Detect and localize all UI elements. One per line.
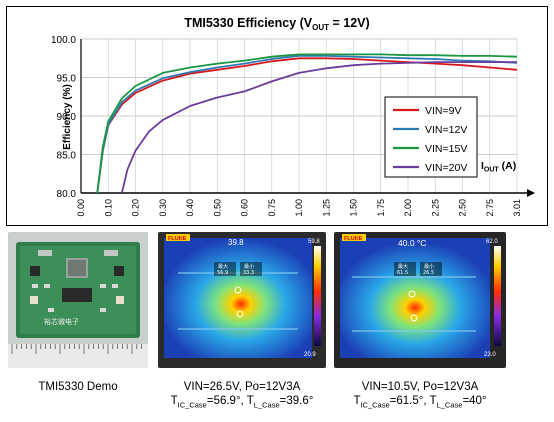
thermal-2-brand: FLUKE (344, 236, 363, 242)
y-tick-label: 95.0 (57, 74, 77, 85)
y-tick-label: 80.0 (57, 189, 77, 200)
efficiency-chart-svg: TMI5330 Efficiency (VOUT = 12V) Efficien… (51, 16, 535, 217)
caption-thermal-1-line1: VIN=26.5V, Po=12V3A (183, 381, 301, 393)
thermal-1-max-label: 最大 (218, 263, 228, 270)
thermal-1-max-value: 56.9 (217, 270, 228, 276)
caption-thermal-2-line2: TIC_Case=61.5°, TL_Case=40° (353, 395, 487, 410)
caption-demo: TMI5330 Demo (8, 380, 148, 394)
x-axis-label: IOUT (A) (481, 160, 516, 174)
thermal-2-min-value: 26.5 (423, 270, 434, 276)
y-tick-label: 90.0 (57, 112, 77, 123)
x-tick-label: 3.01 (512, 199, 522, 217)
series-line-1 (96, 57, 517, 193)
efficiency-chart: TMI5330 Efficiency (VOUT = 12V) Efficien… (6, 6, 548, 226)
legend-label: VIN=9V (425, 105, 461, 117)
x-tick-label: 0.10 (103, 199, 113, 217)
x-tick-label: 2.00 (403, 199, 413, 217)
caption-thermal-1-line2: TIC_Case=56.9°, TL_Case=39.6° (170, 395, 314, 410)
y-tick-label: 100.0 (51, 35, 76, 46)
thermal-2-max-value: 61.5 (397, 270, 408, 276)
axes: 80.0 85.0 90.0 95.0 100.0 0.00 0.10 0.20 0.30 0.4… (51, 35, 535, 217)
caption-thermal-2: VIN=10.5V, Po=12V3A TIC_Case=61.5°, TL_C… (334, 380, 506, 412)
x-tick-label: 0.40 (185, 199, 195, 217)
thermal-2-scale-low: 23.0 (484, 352, 496, 358)
x-tick-label: 0.30 (158, 199, 168, 217)
demo-board-brand: 裕芯微电子 (44, 317, 79, 326)
x-tick-label: 1.50 (349, 199, 359, 217)
thermal-2-max-label: 最大 (398, 263, 408, 270)
x-tick-label: 0.00 (76, 199, 86, 217)
thermal-image-1-illustration: FLUKE 39.8 59.8 20.9 最大 56.9 最小 33.3 (164, 234, 321, 358)
demo-board-illustration: 裕芯微电子 (8, 232, 148, 368)
thermal-image-2-illustration: FLUKE 40.0 °C 62.0 23.0 最大 61.5 最小 26.5 (340, 234, 501, 358)
y-axis-label: Efficiency (%) (62, 84, 73, 150)
thermal-1-scale-high: 59.8 (308, 239, 320, 245)
demo-board-photo: 裕芯微电子 (8, 232, 148, 368)
x-axis-arrow (527, 189, 535, 197)
legend: VIN=9V VIN=12V VIN=15V VIN=20V (384, 96, 478, 178)
grid (80, 38, 518, 194)
series-line-3 (96, 53, 517, 193)
thermal-2-scale-high: 62.0 (486, 239, 498, 245)
caption-thermal-2-line1: VIN=10.5V, Po=12V3A (361, 381, 479, 393)
thermal-1-min-label: 最小 (244, 263, 254, 270)
x-tick-label: 2.75 (485, 199, 495, 217)
x-tick-label: 0.60 (240, 199, 250, 217)
chart-title: TMI5330 Efficiency (VOUT = 12V) (184, 16, 369, 32)
legend-label: VIN=15V (425, 143, 467, 155)
thermal-1-scale-low: 20.9 (304, 352, 316, 358)
caption-demo-text: TMI5330 Demo (38, 381, 118, 393)
thermal-2-min-label: 最小 (424, 263, 434, 270)
thermal-image-2: FLUKE 40.0 °C 62.0 23.0 最大 61.5 最小 26.5 (334, 232, 506, 368)
x-tick-label: 0.75 (267, 199, 277, 217)
thermal-1-brand: FLUKE (168, 236, 187, 242)
x-tick-label: 1.25 (321, 199, 331, 217)
thermal-2-top-reading: 40.0 °C (398, 238, 426, 248)
thermal-image-1: FLUKE 39.8 59.8 20.9 最大 56.9 最小 33.3 (158, 232, 326, 368)
legend-label: VIN=20V (425, 162, 467, 174)
x-tick-label: 0.50 (212, 199, 222, 217)
series-lines (96, 53, 517, 193)
series-line-2 (96, 55, 517, 193)
x-tick-label: 2.25 (430, 199, 440, 217)
x-tick-label: 0.20 (131, 199, 141, 217)
y-tick-label: 85.0 (57, 151, 77, 162)
x-tick-label: 1.75 (376, 199, 386, 217)
thermal-1-min-value: 33.3 (243, 270, 254, 276)
x-tick-label: 1.00 (294, 199, 304, 217)
x-tick-label: 2.50 (458, 199, 468, 217)
legend-label: VIN=12V (425, 124, 467, 136)
caption-thermal-1: VIN=26.5V, Po=12V3A TIC_Case=56.9°, TL_C… (158, 380, 326, 412)
thermal-1-top-reading: 39.8 (228, 238, 244, 247)
ruler (11, 344, 142, 354)
series-line-4 (121, 61, 517, 193)
